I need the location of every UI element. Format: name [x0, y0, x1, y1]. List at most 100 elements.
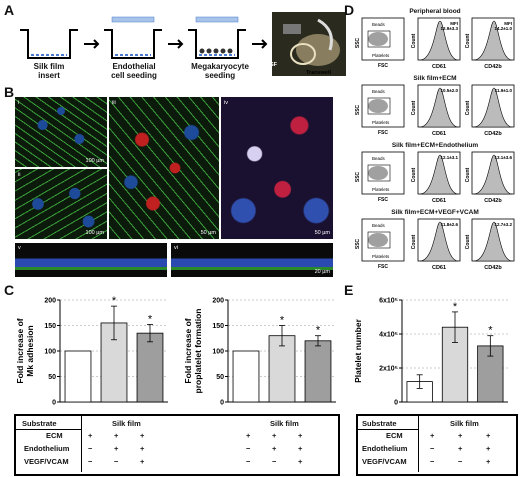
- mfi-value: 12.9±3.3: [441, 26, 459, 31]
- significance-marker: *: [148, 313, 153, 325]
- subpanel-label: vi: [174, 245, 178, 251]
- beads-label: Beads: [372, 22, 386, 27]
- condition-mark: −: [88, 444, 93, 453]
- chart-platelet-number: 0 2x10⁵ 4x10⁵ 6x10⁵ Platelet number * *: [353, 298, 508, 407]
- platelet-population: [368, 99, 388, 113]
- mfi-value: 12.1±3.1: [441, 155, 459, 160]
- histogram-cd61: Count CD61 11.8±2.6: [411, 218, 461, 271]
- panel-e-condition-table: Substrate ECM Endothelium VEGF/VCAM Silk…: [356, 414, 518, 476]
- gate: [367, 231, 391, 249]
- transwell-photo: [272, 12, 346, 76]
- condition-mark: +: [114, 444, 119, 453]
- platelets-label: Platelets: [372, 187, 390, 192]
- marker-label: CD42b: [484, 198, 502, 204]
- condition-mark: −: [246, 444, 251, 453]
- mfi-value: 14.2±1.0: [495, 26, 513, 31]
- row-ecm: ECM: [386, 431, 403, 440]
- condition-mark: +: [298, 457, 303, 466]
- mfi-value: 13.1±3.6: [495, 155, 513, 160]
- platelet-population: [368, 32, 388, 46]
- y-tick-label: 4x10⁵: [379, 332, 398, 339]
- condition-mark: +: [272, 444, 277, 453]
- panel-c-condition-table: Substrate ECM Endothelium VEGF/VCAM Silk…: [14, 414, 340, 476]
- row-ecm: ECM: [46, 431, 63, 440]
- flow-row-title: Silk film+ECM+Endothelium: [391, 142, 479, 149]
- arrow-icon: [168, 39, 184, 49]
- significance-marker: *: [488, 325, 493, 337]
- row-vegf-vcam: VEGF/VCAM: [362, 457, 407, 466]
- beads-label: Beads: [372, 223, 386, 228]
- condition-mark: +: [140, 457, 145, 466]
- row-endothelium: Endothelium: [24, 444, 70, 453]
- histogram-cd42b: Count CD42b 11.9±1.0: [465, 84, 515, 137]
- scale-bar-label: 100 µm: [85, 158, 104, 164]
- condition-mark: +: [246, 431, 251, 440]
- chart-proplatelet-formation: 0 50 100 150 200 Fold increase of proplatelet …: [183, 298, 336, 407]
- mfi-value: MFI: [504, 21, 512, 26]
- significance-marker: *: [453, 301, 458, 313]
- count-label: Count: [465, 33, 471, 48]
- fsc-label: FSC: [378, 63, 388, 69]
- count-label: Count: [411, 33, 417, 48]
- endothelial-seeding-icon: [104, 16, 162, 59]
- condition-mark: +: [430, 431, 435, 440]
- row-substrate: Substrate: [362, 419, 397, 428]
- count-label: Count: [411, 234, 417, 249]
- histogram-cd42b: Count CD42b 12.7±3.2: [465, 218, 515, 271]
- bar: [64, 350, 92, 403]
- step-silk-film-insert: Silk film insert: [33, 62, 65, 80]
- arrow-icon: [252, 39, 268, 49]
- ssc-label: SSC: [355, 104, 361, 115]
- scatter-plot: SSC FSC Beads Platelets: [355, 218, 405, 270]
- histogram-peak: [419, 154, 459, 195]
- panel-label-d: D: [344, 2, 355, 18]
- flow-row-title: Silk film+ECM: [413, 75, 457, 82]
- histogram-peak: [473, 154, 513, 195]
- subpanel-label: ii: [18, 172, 21, 178]
- y-tick-label: 200: [212, 298, 224, 305]
- condition-mark: +: [140, 431, 145, 440]
- silk-film-insert-icon: [20, 29, 78, 59]
- condition-mark: −: [458, 457, 463, 466]
- mfi-value: MFI: [450, 21, 458, 26]
- condition-mark: +: [486, 431, 491, 440]
- panel-b-micrographs: i 100 µm ii 100 µm iii 50 µm iv 50 µm v …: [14, 96, 334, 278]
- chart-mk-adhesion: 0 50 100 150 200 Fold increase of Mk adhesion *…: [15, 295, 168, 407]
- condition-mark: −: [430, 457, 435, 466]
- micrograph-vi: vi 20 µm: [170, 242, 334, 278]
- condition-mark: +: [458, 444, 463, 453]
- histogram-peak: [419, 87, 459, 128]
- panel-label-c: C: [4, 282, 15, 298]
- condition-mark: +: [486, 444, 491, 453]
- y-tick-label: 200: [44, 298, 56, 305]
- mfi-value: 12.7±3.2: [495, 222, 513, 227]
- row-vegf-vcam: VEGF/VCAM: [24, 457, 69, 466]
- step-endothelial-seeding: Endothelial cell seeding: [111, 62, 157, 80]
- micrograph-i: i 100 µm: [14, 96, 108, 168]
- ssc-label: SSC: [355, 238, 361, 249]
- count-label: Count: [465, 100, 471, 115]
- count-label: Count: [411, 100, 417, 115]
- micrograph-iv: iv 50 µm: [220, 96, 334, 240]
- y-tick-label: 2x10⁵: [379, 366, 398, 373]
- gate: [367, 30, 391, 48]
- y-tick-label: 100: [44, 349, 56, 356]
- count-label: Count: [465, 234, 471, 249]
- gate: [367, 97, 391, 115]
- y-tick-label: 0: [220, 400, 224, 407]
- ssc-label: SSC: [355, 37, 361, 48]
- platelet-population: [368, 233, 388, 247]
- scale-bar-label: 20 µm: [314, 269, 330, 275]
- row-substrate: Substrate: [22, 419, 57, 428]
- step-megakaryocyte-seeding: Megakaryocyte seeding: [191, 62, 249, 80]
- fsc-label: FSC: [378, 197, 388, 203]
- scale-bar-label: 50 µm: [200, 230, 216, 236]
- significance-marker: *: [316, 325, 321, 337]
- condition-mark: −: [88, 457, 93, 466]
- bar: [268, 335, 296, 403]
- bar: [136, 332, 164, 403]
- y-tick-label: 100: [212, 349, 224, 356]
- condition-mark: −: [246, 457, 251, 466]
- scatter-plot: SSC FSC Beads Platelets: [355, 17, 405, 69]
